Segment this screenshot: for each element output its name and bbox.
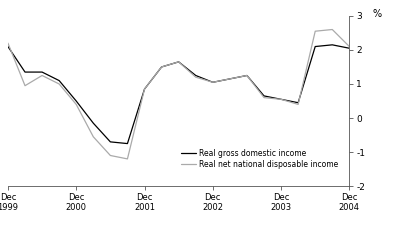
Real gross domestic income: [125, 142, 130, 145]
Real gross domestic income: [142, 88, 147, 90]
Real net national disposable income: [227, 77, 232, 80]
Real net national disposable income: [330, 28, 335, 31]
Real gross domestic income: [57, 79, 62, 82]
Real gross domestic income: [159, 66, 164, 68]
Real gross domestic income: [227, 77, 232, 80]
Real gross domestic income: [74, 100, 79, 102]
Real net national disposable income: [40, 74, 44, 77]
Line: Real net national disposable income: Real net national disposable income: [8, 30, 349, 159]
Real net national disposable income: [245, 74, 249, 77]
Real gross domestic income: [23, 71, 27, 73]
Real net national disposable income: [108, 154, 113, 157]
Real gross domestic income: [279, 98, 283, 101]
Real net national disposable income: [159, 66, 164, 68]
Real net national disposable income: [210, 81, 215, 84]
Real gross domestic income: [347, 47, 352, 49]
Real net national disposable income: [125, 158, 130, 160]
Real net national disposable income: [296, 103, 301, 106]
Legend: Real gross domestic income, Real net national disposable income: Real gross domestic income, Real net nat…: [181, 149, 339, 169]
Real net national disposable income: [74, 103, 79, 106]
Real net national disposable income: [193, 76, 198, 79]
Real gross domestic income: [210, 81, 215, 84]
Real gross domestic income: [6, 45, 10, 48]
Real net national disposable income: [6, 42, 10, 44]
Line: Real gross domestic income: Real gross domestic income: [8, 45, 349, 143]
Real gross domestic income: [176, 60, 181, 63]
Real gross domestic income: [108, 141, 113, 143]
Real net national disposable income: [279, 98, 283, 101]
Real net national disposable income: [57, 83, 62, 85]
Real gross domestic income: [296, 101, 301, 104]
Real gross domestic income: [330, 43, 335, 46]
Real gross domestic income: [245, 74, 249, 77]
Real gross domestic income: [193, 74, 198, 77]
Real net national disposable income: [347, 45, 352, 48]
Real gross domestic income: [313, 45, 318, 48]
Real net national disposable income: [262, 96, 266, 99]
Real net national disposable income: [142, 88, 147, 90]
Real gross domestic income: [40, 71, 44, 73]
Real gross domestic income: [91, 122, 96, 124]
Real gross domestic income: [262, 94, 266, 97]
Real net national disposable income: [23, 84, 27, 87]
Real net national disposable income: [176, 60, 181, 63]
Real net national disposable income: [91, 135, 96, 138]
Real net national disposable income: [313, 30, 318, 32]
Y-axis label: %: %: [372, 9, 381, 19]
